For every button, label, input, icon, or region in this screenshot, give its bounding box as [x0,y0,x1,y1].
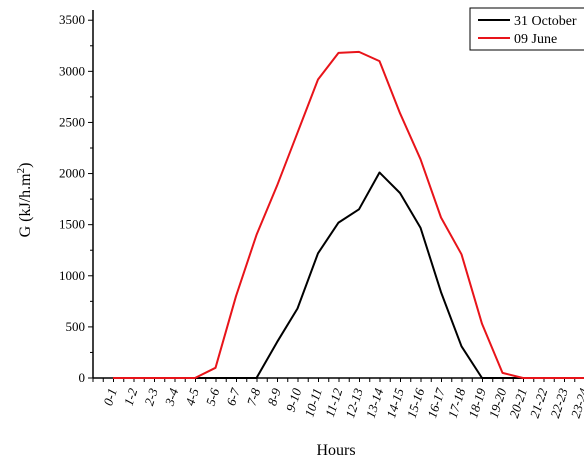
y-tick-label: 3000 [59,63,85,78]
y-tick-label: 3500 [59,12,85,27]
y-axis-label-superscript: 2 [15,168,27,174]
x-axis-label: Hours [316,442,355,459]
y-tick-label: 2000 [59,166,85,181]
y-axis-label-main: G (kJ/h.m [17,173,34,238]
y-tick-label: 500 [66,319,86,334]
y-tick-label: 0 [79,370,86,385]
x-tick-label: 8-9 [264,386,284,408]
legend: 31 October 09 June [469,7,584,51]
y-axis-label-close: ) [17,163,34,168]
x-tick-label: 7-8 [244,386,264,408]
legend-box [469,7,584,51]
x-tick-label: 0-1 [100,386,120,407]
y-tick-label: 1500 [59,217,85,232]
x-tick-label: 9-10 [283,386,305,414]
y-axis-label: G (kJ/h.m2) [15,163,34,238]
x-axis: 0-1 1-2 2-3 3-4 4-5 5-6 6-7 7-8 8-99-1010-1111-1… [92,377,584,420]
x-tick-label: 1-2 [121,386,141,408]
x-tick-label: 3-4 [161,386,181,409]
legend-label-09-june: 09 June [514,32,557,47]
y-tick-label: 1000 [59,268,85,283]
y-axis: 0 500 1000 1500 2000 2500 3000 3500 [59,10,94,385]
series-line-09-june [113,50,584,379]
legend-label-31-october: 31 October [514,14,577,29]
series-line-31-october [113,171,584,379]
x-tick-label: 6-7 [223,386,243,408]
y-tick-label: 2500 [59,114,85,129]
x-tick-label: 2-3 [141,386,161,408]
x-tick-label: 5-6 [203,386,223,408]
x-tick-label: 4-5 [182,386,202,408]
series-lines [113,50,584,379]
